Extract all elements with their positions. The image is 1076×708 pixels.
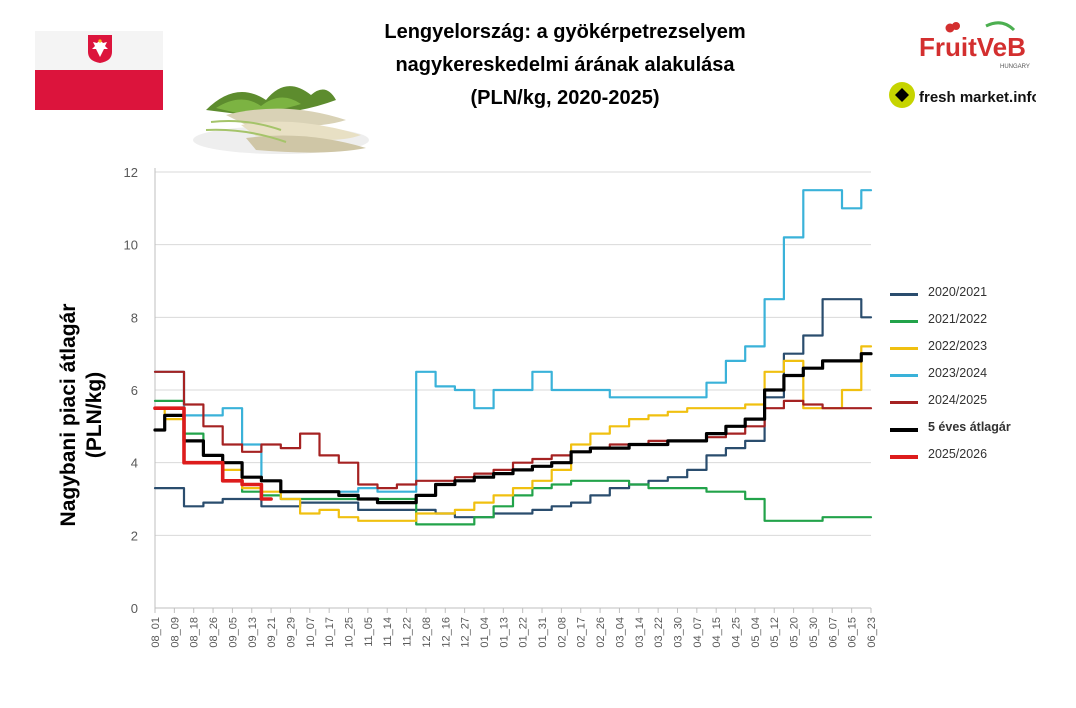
legend-item: 2022/2023 (890, 338, 1070, 358)
legend-item: 2021/2022 (890, 311, 1070, 331)
x-tick-label: 09_05 (227, 617, 239, 648)
fruitveb-logo: FruitVeB HUNGARY (919, 21, 1030, 70)
legend-swatch (890, 347, 918, 350)
freshmarket-logo: fresh market.info (889, 82, 1036, 108)
y-tick-label: 4 (131, 456, 138, 471)
y-tick-label: 12 (124, 165, 138, 180)
x-tick-label: 09_21 (266, 617, 278, 648)
legend-label: 2025/2026 (928, 447, 988, 461)
grid-lines (154, 168, 871, 609)
freshmarket-logo-text: fresh market.info (919, 89, 1036, 106)
x-tick-label: 09_13 (247, 617, 259, 648)
x-tick-label: 10_07 (305, 617, 317, 648)
x-tick-label: 05_20 (789, 617, 801, 648)
x-tick-label: 10_17 (324, 617, 336, 648)
x-tick-label: 05_12 (769, 617, 781, 648)
x-tick-label: 01_13 (498, 617, 510, 648)
x-tick-label: 11_22 (402, 617, 414, 647)
legend-label: 2021/2022 (928, 312, 988, 326)
poland-flag (35, 31, 163, 110)
x-tick-label: 12_16 (440, 617, 452, 648)
x-tick-label: 03_30 (672, 617, 684, 648)
chart-title-line-2: nagykereskedelmi árának alakulása (395, 54, 735, 76)
x-tick-label: 11_14 (382, 617, 394, 647)
x-tick-label: 10_25 (344, 617, 356, 648)
legend-swatch (890, 320, 918, 323)
series-line-0 (153, 298, 873, 519)
legend-swatch (890, 401, 918, 404)
x-tick-label: 12_27 (460, 617, 472, 648)
x-tick-label: 06_23 (866, 617, 878, 648)
legend-swatch (890, 428, 918, 432)
legend-label: 2023/2024 (928, 366, 988, 380)
x-tick-label: 04_15 (711, 617, 723, 648)
legend-label: 5 éves átlagár (928, 420, 1011, 434)
x-tick-label: 01_22 (518, 617, 530, 648)
y-tick-label: 6 (131, 383, 138, 398)
y-tick-label: 10 (124, 238, 138, 253)
chart-title-line-1: Lengyelország: a gyökérpetrezselyem (384, 21, 746, 43)
x-tick-label: 06_15 (847, 617, 859, 648)
x-tick-label: 08_18 (189, 617, 201, 648)
legend-item: 5 éves átlagár (890, 419, 1070, 439)
chart-title: Lengyelország: a gyökérpetrezselyem nagy… (330, 16, 800, 115)
legend-label: 2022/2023 (928, 339, 988, 353)
fruitveb-logo-subtext: HUNGARY (1000, 64, 1030, 70)
legend-item: 2020/2021 (890, 284, 1070, 304)
x-tick-label: 03_04 (614, 617, 626, 648)
x-tick-label: 03_14 (634, 617, 646, 648)
y-tick-label: 2 (131, 528, 138, 543)
chart-title-line-3: (PLN/kg, 2020-2025) (470, 87, 660, 109)
legend-label: 2020/2021 (928, 285, 988, 299)
x-tick-label: 08_26 (208, 617, 220, 648)
x-tick-label: 01_04 (479, 617, 491, 648)
series-lines (153, 189, 873, 526)
legend-swatch (890, 455, 918, 459)
x-tick-label: 03_22 (653, 617, 665, 648)
x-tick-label: 05_04 (750, 617, 762, 648)
series-line-4 (153, 370, 873, 490)
y-axis-ticks: 0 2 4 6 8 10 12 (124, 165, 138, 616)
x-tick-label: 02_08 (556, 617, 568, 648)
x-tick-label: 02_26 (595, 617, 607, 648)
legend-swatch (890, 374, 918, 377)
series-line-6 (153, 406, 273, 501)
eagle-emblem-icon (88, 35, 112, 63)
x-tick-label: 09_29 (285, 617, 297, 648)
series-line-2 (153, 345, 873, 522)
y-tick-label: 0 (131, 601, 138, 616)
legend-item: 2025/2026 (890, 446, 1070, 466)
x-tick-label: 02_17 (576, 617, 588, 648)
x-tick-label: 01_31 (537, 617, 549, 648)
series-line-5 (153, 352, 873, 505)
parsley-root-image (193, 86, 369, 154)
legend-item: 2024/2025 (890, 392, 1070, 412)
x-axis-ticks: 08_01 08_09 08_18 08_26 09_05 09_13 09_21 09_29… (150, 608, 878, 648)
x-tick-label: 04_25 (731, 617, 743, 648)
x-tick-label: 11_05 (363, 617, 375, 647)
x-tick-label: 06_07 (827, 617, 839, 648)
legend-item: 2023/2024 (890, 365, 1070, 385)
x-tick-label: 04_07 (692, 617, 704, 648)
x-tick-label: 12_08 (421, 617, 433, 648)
y-tick-label: 8 (131, 310, 138, 325)
x-tick-label: 08_01 (150, 617, 162, 648)
fruitveb-logo-text: FruitVeB (919, 32, 1026, 62)
legend-swatch (890, 293, 918, 296)
legend-label: 2024/2025 (928, 393, 988, 407)
x-tick-label: 08_09 (169, 617, 181, 648)
x-tick-label: 05_30 (808, 617, 820, 648)
